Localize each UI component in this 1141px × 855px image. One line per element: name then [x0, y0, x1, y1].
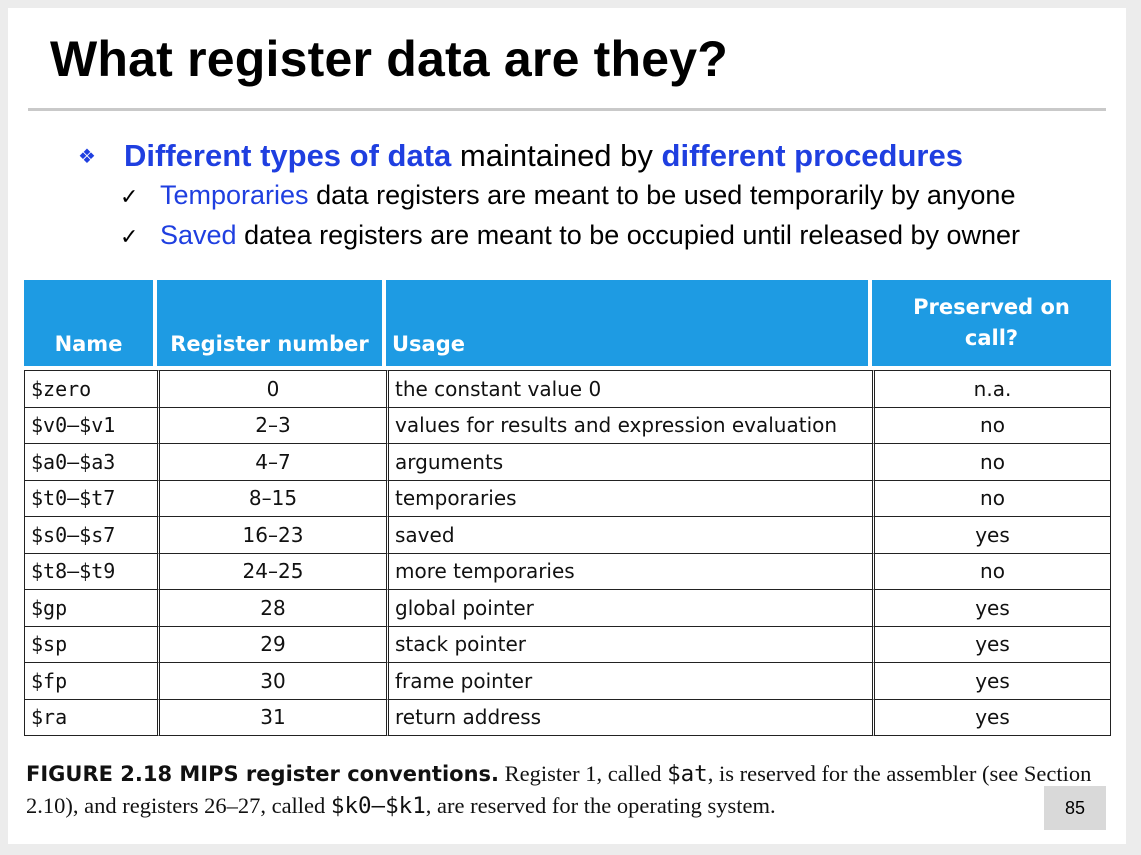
cell-usage: arguments: [386, 444, 872, 481]
page-number: 85: [1044, 786, 1106, 830]
table-row: $ra 31 return address yes: [24, 699, 1111, 736]
cell-register-number: 29: [157, 626, 386, 663]
cell-name: $ra: [24, 699, 157, 736]
cell-name: $fp: [24, 663, 157, 700]
bullet-highlight-2: different procedures: [661, 138, 963, 173]
main-bullet: ❖ Different types of data maintained by d…: [78, 138, 963, 174]
caption-code-at: $at: [667, 761, 708, 787]
cell-name: $v0–$v1: [24, 407, 157, 444]
caption-code-k: $k0–$k1: [330, 793, 426, 819]
checkmark-icon: ✓: [120, 224, 139, 249]
cell-name: $a0–$a3: [24, 444, 157, 481]
header-name: Name: [24, 280, 157, 366]
table-header-row: Name Register number Usage Preserved on c…: [24, 280, 1111, 366]
cell-register-number: 0: [157, 370, 386, 408]
table-row: $sp 29 stack pointer yes: [24, 626, 1111, 663]
cell-preserved: no: [872, 480, 1111, 517]
cell-register-number: 31: [157, 699, 386, 736]
table-row: $a0–$a3 4–7 arguments no: [24, 444, 1111, 481]
sub-highlight: Saved: [160, 220, 237, 250]
table-row: $t8–$t9 24–25 more temporaries no: [24, 553, 1111, 590]
cell-register-number: 4–7: [157, 444, 386, 481]
diamond-bullet-icon: ❖: [78, 146, 96, 168]
cell-usage: more temporaries: [386, 553, 872, 590]
cell-preserved: yes: [872, 626, 1111, 663]
cell-register-number: 8–15: [157, 480, 386, 517]
header-register-number: Register number: [157, 280, 386, 366]
cell-preserved: n.a.: [872, 370, 1111, 408]
caption-text-1: Register 1, called: [499, 761, 668, 786]
cell-preserved: yes: [872, 590, 1111, 627]
cell-preserved: yes: [872, 699, 1111, 736]
bullet-highlight-1: Different types of data: [124, 138, 452, 173]
cell-usage: the constant value 0: [386, 370, 872, 408]
slide: What register data are they? ❖ Different …: [8, 8, 1126, 844]
cell-usage: return address: [386, 699, 872, 736]
cell-register-number: 16–23: [157, 517, 386, 554]
header-preserved: Preserved on call?: [872, 280, 1111, 366]
caption-text-3: , are reserved for the operating system.: [425, 793, 776, 818]
cell-usage: values for results and expression evalua…: [386, 407, 872, 444]
header-preserved-line1: Preserved on: [913, 295, 1070, 319]
table-row: $fp 30 frame pointer yes: [24, 663, 1111, 700]
cell-preserved: yes: [872, 663, 1111, 700]
cell-register-number: 24–25: [157, 553, 386, 590]
cell-name: $sp: [24, 626, 157, 663]
sub-text: data registers are meant to be used temp…: [308, 180, 1016, 210]
table-row: $s0–$s7 16–23 saved yes: [24, 517, 1111, 554]
cell-usage: temporaries: [386, 480, 872, 517]
cell-name: $s0–$s7: [24, 517, 157, 554]
table-row: $gp 28 global pointer yes: [24, 590, 1111, 627]
cell-name: $gp: [24, 590, 157, 627]
sub-bullet-saved: ✓ Saved datea registers are meant to be o…: [120, 220, 1020, 251]
table-row: $zero 0 the constant value 0 n.a.: [24, 370, 1111, 408]
bullet-text: maintained by: [451, 138, 662, 173]
title-divider: [28, 108, 1106, 111]
caption-label: FIGURE 2.18 MIPS register conventions.: [26, 762, 500, 786]
cell-usage: saved: [386, 517, 872, 554]
sub-highlight: Temporaries: [160, 180, 309, 210]
figure-caption: FIGURE 2.18 MIPS register conventions. R…: [26, 758, 1106, 822]
cell-usage: stack pointer: [386, 626, 872, 663]
cell-preserved: no: [872, 444, 1111, 481]
cell-register-number: 2–3: [157, 407, 386, 444]
cell-preserved: yes: [872, 517, 1111, 554]
cell-preserved: no: [872, 553, 1111, 590]
cell-name: $t0–$t7: [24, 480, 157, 517]
cell-register-number: 28: [157, 590, 386, 627]
cell-name: $zero: [24, 370, 157, 408]
register-table: Name Register number Usage Preserved on c…: [24, 280, 1111, 736]
header-usage: Usage: [386, 280, 872, 366]
cell-preserved: no: [872, 407, 1111, 444]
table-row: $v0–$v1 2–3 values for results and express…: [24, 407, 1111, 444]
cell-usage: global pointer: [386, 590, 872, 627]
checkmark-icon: ✓: [120, 184, 139, 209]
sub-text: datea registers are meant to be occupied…: [236, 220, 1021, 250]
caption-text-2: , is reserved for the assembler (see Sec…: [26, 761, 1092, 818]
cell-name: $t8–$t9: [24, 553, 157, 590]
cell-register-number: 30: [157, 663, 386, 700]
cell-usage: frame pointer: [386, 663, 872, 700]
sub-bullet-temporaries: ✓ Temporaries data registers are meant to…: [120, 180, 1015, 211]
table-row: $t0–$t7 8–15 temporaries no: [24, 480, 1111, 517]
slide-title: What register data are they?: [50, 31, 729, 87]
header-preserved-line2: call?: [964, 326, 1019, 350]
